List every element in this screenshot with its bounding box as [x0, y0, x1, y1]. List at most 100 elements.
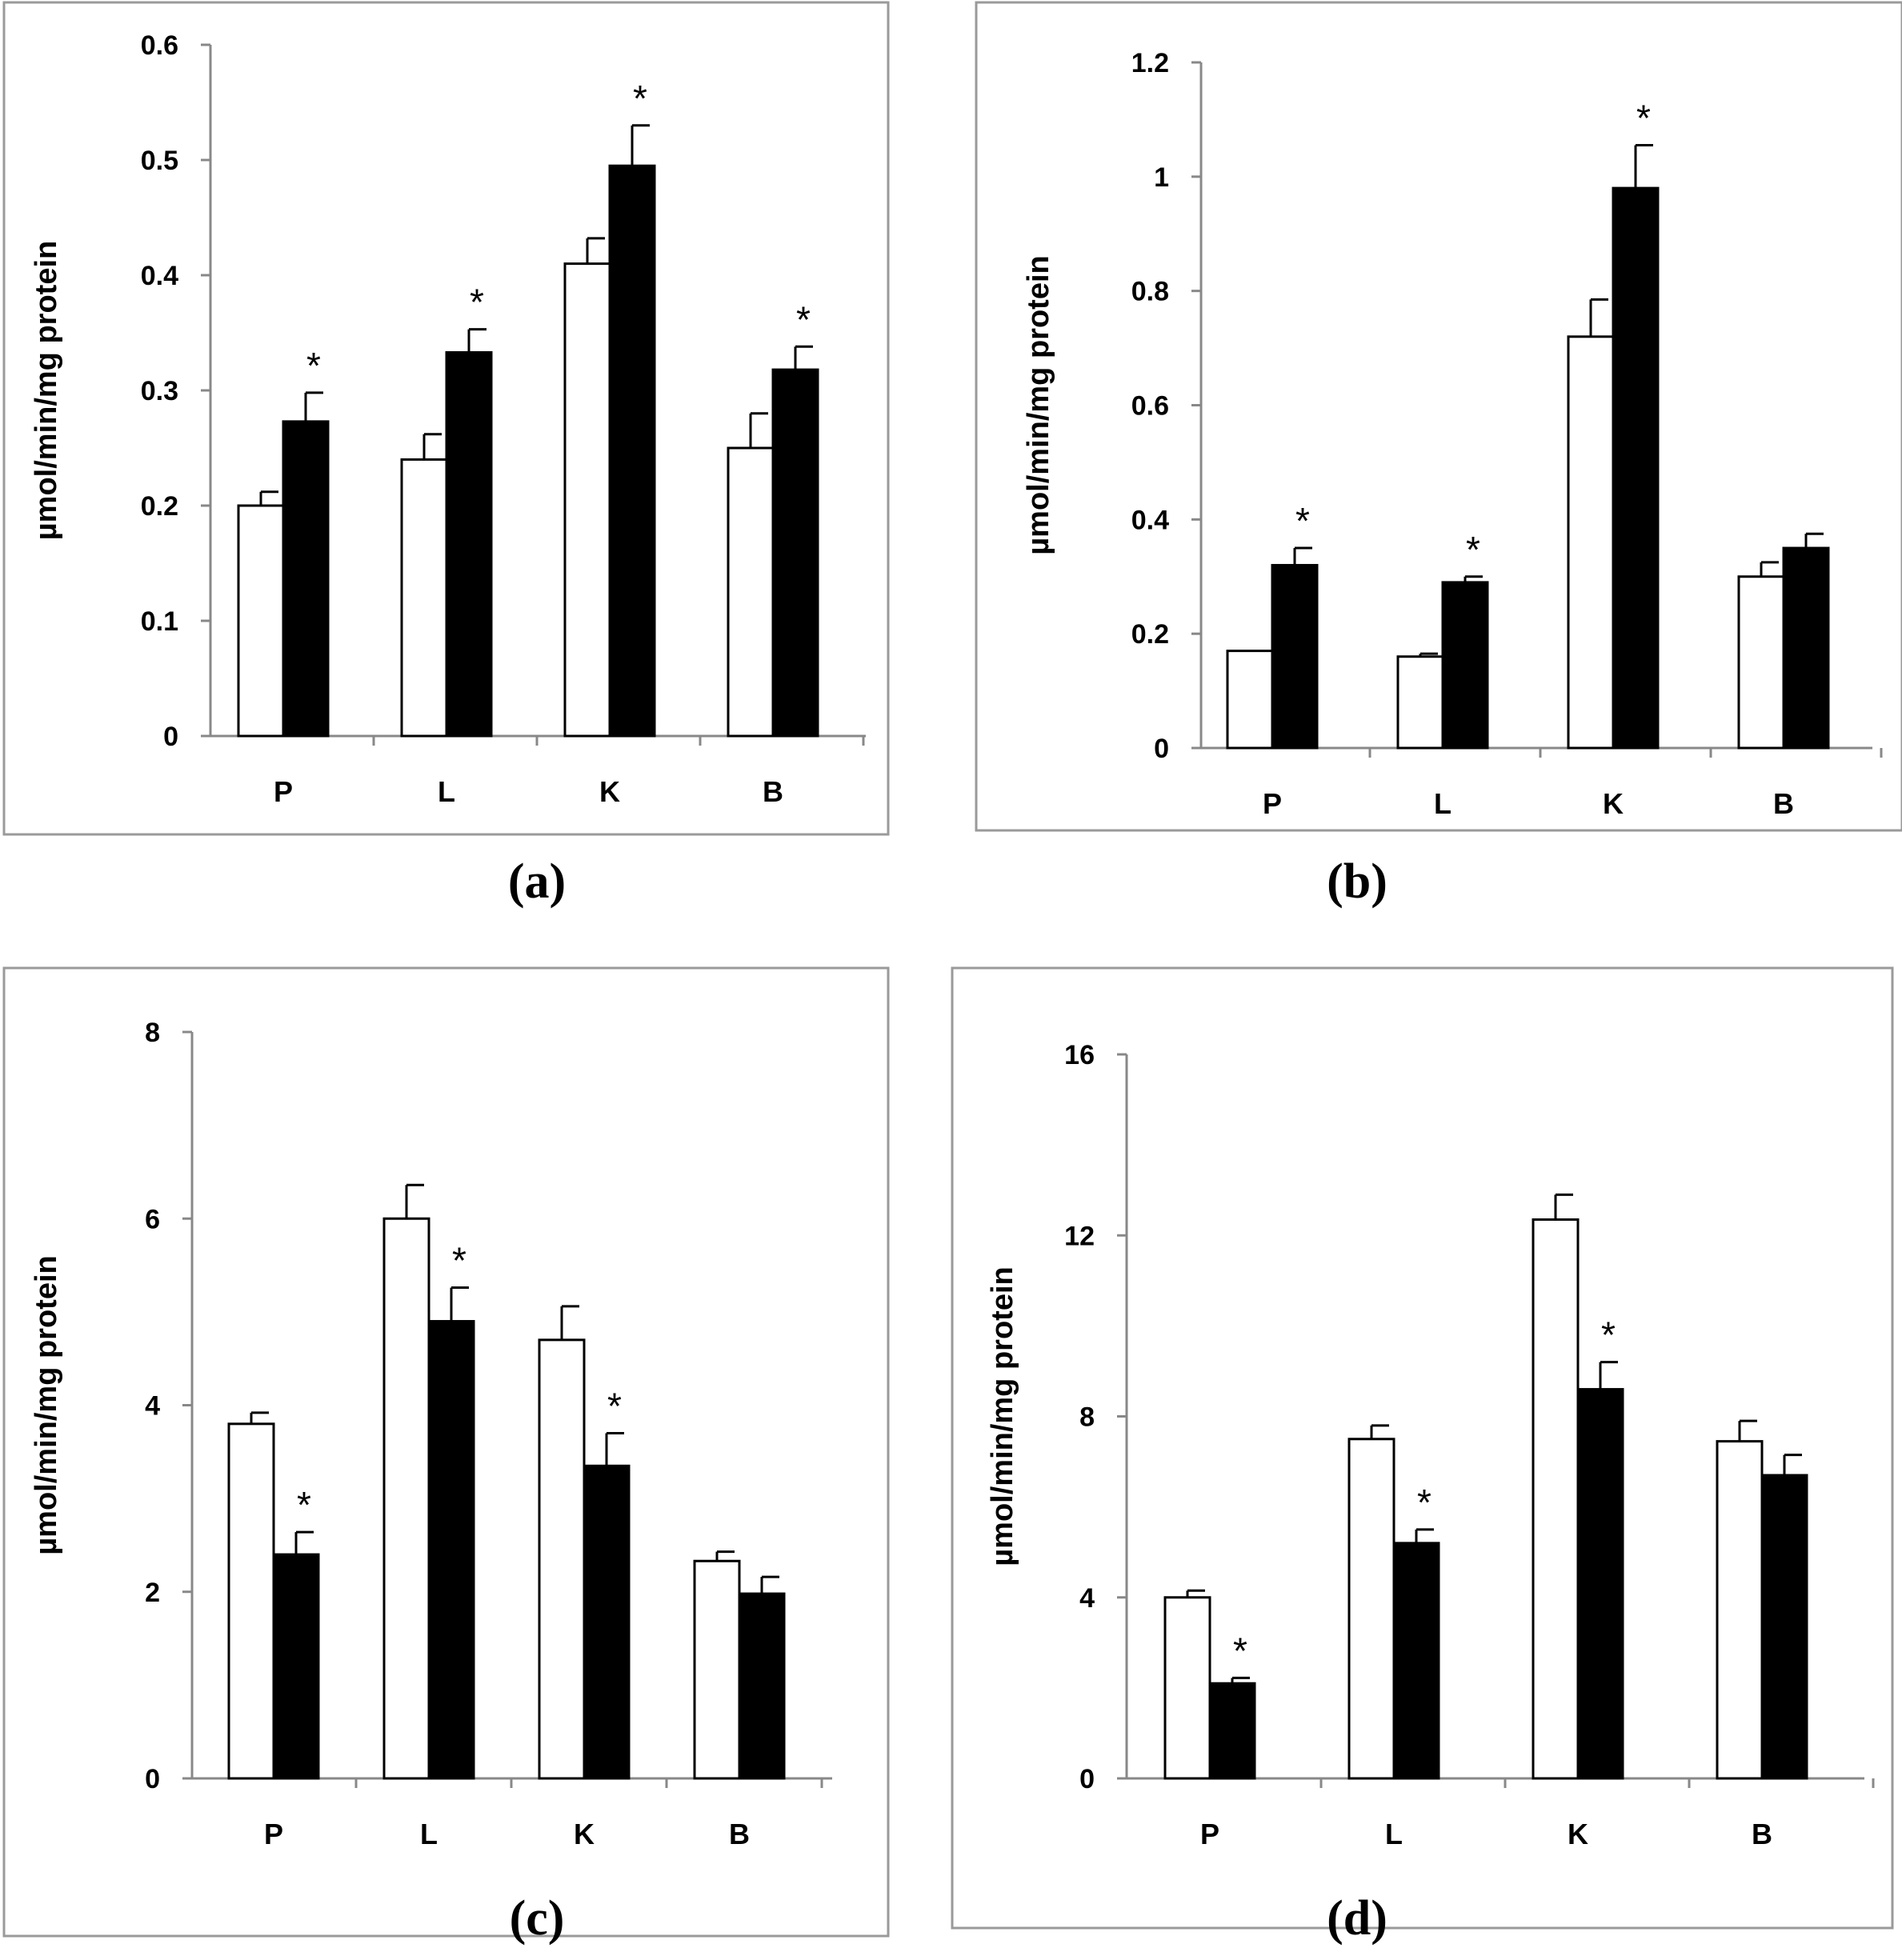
y-axis-title: µmol/min/mg protein: [1022, 255, 1055, 554]
bar-treated-K: [608, 164, 656, 738]
bar-treated-B: [1760, 1474, 1808, 1780]
y-tick-label: 0: [163, 722, 178, 752]
bar-control-P: [1226, 650, 1274, 750]
y-axis-title: µmol/min/mg protein: [30, 1255, 63, 1554]
panel-frame: [975, 1, 1902, 832]
bar-treated-P: [1208, 1682, 1256, 1780]
y-tick-label: 0.2: [1131, 619, 1169, 650]
bar-control-P: [227, 1422, 275, 1780]
significance-star-P: *: [1295, 500, 1310, 542]
y-tick-label: 0.6: [141, 30, 178, 61]
y-axis-title: µmol/min/mg protein: [986, 1266, 1019, 1566]
significance-star-P: *: [297, 1484, 311, 1526]
significance-star-K: *: [633, 78, 647, 119]
significance-star-P: *: [306, 345, 321, 386]
bar-treated-B: [771, 368, 819, 738]
bar-treated-P: [272, 1553, 320, 1780]
significance-star-L: *: [452, 1240, 466, 1282]
significance-star-K: *: [607, 1385, 622, 1426]
significance-star-B: *: [796, 298, 811, 340]
panel-label: (d): [1327, 1891, 1387, 1946]
panel-frame: [2, 966, 890, 1938]
y-tick-label: 4: [1079, 1583, 1095, 1614]
panel-label: (b): [1327, 854, 1387, 909]
category-label-L: L: [420, 1818, 438, 1850]
bar-treated-L: [1392, 1542, 1440, 1780]
category-label-K: K: [1568, 1818, 1588, 1850]
y-tick-label: 0.2: [141, 491, 178, 522]
panel-frame: [2, 1, 890, 836]
y-tick-label: 6: [145, 1204, 160, 1234]
bar-treated-L: [445, 350, 493, 738]
bar-control-K: [1567, 335, 1615, 750]
y-tick-label: 1.2: [1131, 48, 1169, 78]
bar-control-L: [382, 1217, 430, 1780]
category-label-P: P: [264, 1818, 283, 1850]
category-label-K: K: [1603, 787, 1624, 820]
y-tick-label: 2: [145, 1578, 160, 1608]
category-label-B: B: [729, 1818, 750, 1850]
y-axis-title: µmol/min/mg protein: [30, 241, 63, 540]
bar-treated-L: [1441, 581, 1489, 750]
y-tick-label: 0.8: [1131, 277, 1169, 307]
bar-treated-B: [738, 1592, 786, 1780]
bar-treated-B: [1782, 546, 1830, 750]
bar-treated-L: [427, 1320, 475, 1780]
bar-control-K: [1532, 1218, 1580, 1780]
significance-star-P: *: [1233, 1630, 1247, 1671]
category-label-L: L: [1434, 787, 1452, 820]
y-tick-label: 0.1: [141, 606, 178, 637]
category-label-P: P: [1263, 787, 1282, 820]
bar-treated-K: [583, 1464, 631, 1780]
bar-control-L: [1396, 655, 1444, 750]
bar-treated-P: [282, 420, 330, 738]
y-tick-label: 0.5: [141, 146, 178, 176]
y-tick-label: 8: [145, 1018, 160, 1048]
panel-label: (a): [508, 854, 566, 909]
bar-control-K: [538, 1338, 586, 1780]
bar-treated-K: [1576, 1388, 1624, 1780]
y-tick-label: 0.3: [141, 376, 178, 406]
panel-label: (c): [510, 1891, 565, 1946]
y-tick-label: 0.6: [1131, 391, 1169, 422]
bar-control-B: [1716, 1440, 1764, 1780]
y-tick-label: 16: [1064, 1040, 1095, 1070]
category-label-B: B: [1773, 787, 1794, 820]
significance-star-K: *: [1601, 1314, 1616, 1356]
category-label-B: B: [763, 775, 783, 808]
category-label-L: L: [1385, 1818, 1403, 1850]
bar-treated-P: [1271, 563, 1319, 750]
bar-treated-K: [1612, 186, 1660, 750]
bar-control-B: [1737, 575, 1785, 750]
category-label-P: P: [274, 775, 293, 808]
y-tick-label: 12: [1064, 1221, 1095, 1251]
y-tick-label: 0: [1079, 1764, 1095, 1794]
significance-star-L: *: [1466, 529, 1480, 570]
category-label-K: K: [599, 775, 620, 808]
significance-star-L: *: [470, 282, 484, 323]
significance-star-L: *: [1417, 1482, 1432, 1523]
bar-control-P: [237, 504, 285, 738]
bar-control-P: [1163, 1596, 1211, 1780]
bar-control-L: [400, 458, 448, 738]
bar-control-K: [563, 262, 611, 738]
y-tick-label: 8: [1079, 1402, 1095, 1433]
category-label-P: P: [1200, 1818, 1219, 1850]
category-label-B: B: [1752, 1818, 1772, 1850]
bar-control-B: [693, 1559, 741, 1780]
y-tick-label: 4: [145, 1391, 160, 1422]
significance-star-K: *: [1636, 98, 1651, 139]
y-tick-label: 0.4: [1131, 505, 1169, 535]
panel-frame: [951, 966, 1894, 1930]
category-label-L: L: [438, 775, 455, 808]
y-tick-label: 0.4: [141, 261, 178, 291]
y-tick-label: 0: [1154, 734, 1169, 764]
bar-control-L: [1347, 1438, 1395, 1780]
category-label-K: K: [574, 1818, 595, 1850]
y-tick-label: 0: [145, 1764, 160, 1794]
